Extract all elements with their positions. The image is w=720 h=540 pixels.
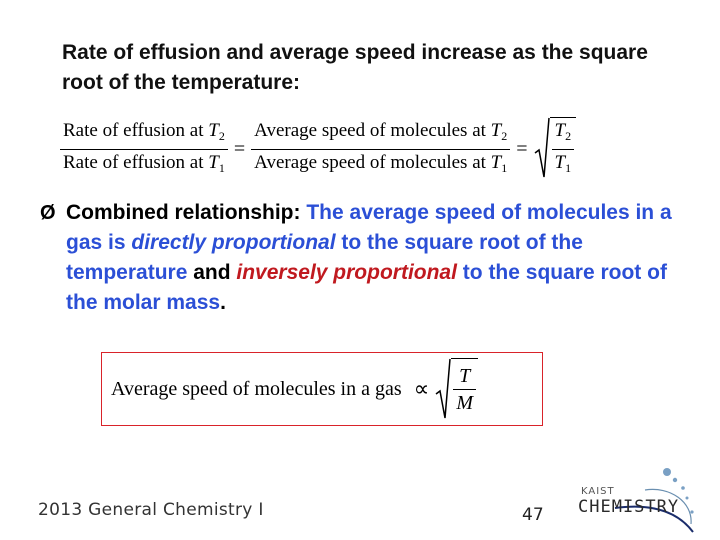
fraction-bar: [60, 148, 228, 150]
average-speed-label: Average speed of molecules in a gas: [111, 377, 402, 400]
bullet-lead: Combined relationship:: [66, 201, 307, 224]
effusion-rate-t1-label: Rate of effusion at: [63, 151, 209, 173]
arrow-bullet-icon: Ø: [40, 202, 56, 224]
numerator-t: T: [459, 365, 471, 387]
denominator-m: M: [456, 392, 474, 414]
average-speed-fraction: Average speed of molecules at T2 Average…: [251, 118, 511, 181]
directly-proportional: directly proportional: [131, 231, 336, 254]
radical-icon: [534, 117, 550, 178]
molecule-swirl-icon: [614, 468, 694, 533]
fraction-bar: [551, 149, 575, 150]
average-speed-t1-label: Average speed of molecules at: [254, 151, 491, 173]
intro-text: Rate of effusion and average speed incre…: [62, 41, 648, 94]
effusion-ratio-equation: Rate of effusion at T2 Rate of effusion …: [60, 114, 577, 184]
fraction-bar: [251, 148, 511, 150]
proportionality-equation-box: Average speed of molecules in a gas ∝ T …: [101, 352, 543, 426]
logo-kaist-text: KAIST: [581, 486, 615, 497]
combined-relationship-bullet: Ø Combined relationship: The average spe…: [40, 198, 680, 318]
equals-sign: =: [516, 137, 528, 160]
radical-icon: [435, 358, 452, 419]
logo-chemistry-text: CHEMISTRY: [578, 497, 680, 517]
square-root-t-ratio: T2 T1: [534, 117, 577, 181]
proportional-symbol: ∝: [413, 376, 430, 401]
course-footer: 2013 General Chemistry I: [38, 500, 264, 520]
kaist-chemistry-logo: KAIST CHEMISTRY: [575, 464, 705, 534]
square-root-t-over-m: T M: [435, 358, 479, 420]
inversely-proportional: inversely proportional: [236, 261, 457, 284]
page-number: 47: [522, 505, 544, 525]
average-speed-t2-label: Average speed of molecules at: [254, 119, 491, 141]
effusion-rate-t2-label: Rate of effusion at: [63, 119, 209, 141]
effusion-rate-fraction: Rate of effusion at T2 Rate of effusion …: [60, 118, 228, 181]
fraction-bar: [453, 389, 477, 390]
equals-sign: =: [233, 137, 246, 160]
